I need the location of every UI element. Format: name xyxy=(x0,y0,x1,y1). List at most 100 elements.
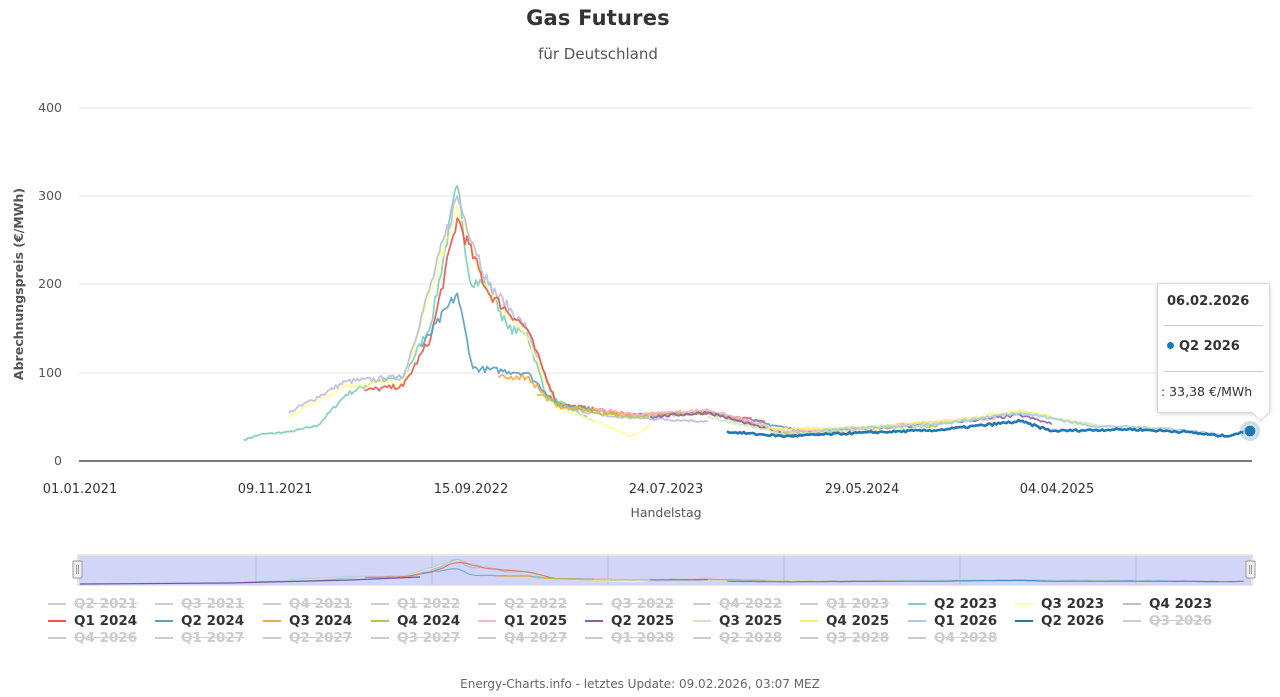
series-line-q2-2023[interactable] xyxy=(243,184,595,442)
legend-item-q1-2025[interactable]: Q1 2025 xyxy=(478,612,567,630)
legend-item-q1-2026[interactable]: Q1 2026 xyxy=(908,612,997,630)
y-tick-label: 300 xyxy=(38,188,62,203)
series-layer[interactable] xyxy=(243,184,1248,442)
highlight-marker[interactable] xyxy=(1240,421,1260,441)
legend-label: Q1 2022 xyxy=(397,596,461,612)
series-line-q1-2026[interactable] xyxy=(822,411,1225,436)
legend-item-q1-2023[interactable]: Q1 2023 xyxy=(800,595,889,613)
legend-item-q1-2027[interactable]: Q1 2027 xyxy=(155,629,244,647)
series-line-q3-2024[interactable] xyxy=(498,373,880,437)
legend-item-q4-2022[interactable]: Q4 2022 xyxy=(693,595,782,613)
legend-line-icon xyxy=(1123,603,1141,605)
legend-item-q2-2023[interactable]: Q2 2023 xyxy=(908,595,997,613)
legend-item-q2-2025[interactable]: Q2 2025 xyxy=(585,612,674,630)
legend-label: Q4 2027 xyxy=(504,630,568,646)
legend-item-q3-2024[interactable]: Q3 2024 xyxy=(263,612,352,630)
tooltip-series: Q2 2026 xyxy=(1167,339,1240,354)
navigator-left-handle[interactable] xyxy=(72,560,83,579)
legend-line-icon xyxy=(800,637,818,639)
tooltip-value: : 33,38 €/MWh xyxy=(1161,384,1253,399)
legend-item-q3-2028[interactable]: Q3 2028 xyxy=(800,629,889,647)
legend-item-q3-2026[interactable]: Q3 2026 xyxy=(1123,612,1212,630)
series-line-q1-2024[interactable] xyxy=(364,217,766,423)
legend-item-q2-2027[interactable]: Q2 2027 xyxy=(263,629,352,647)
legend-item-q4-2025[interactable]: Q4 2025 xyxy=(800,612,889,630)
legend-label: Q1 2026 xyxy=(934,613,998,629)
legend-line-icon xyxy=(1123,620,1141,622)
series-dot-icon xyxy=(1167,342,1174,349)
legend-line-icon xyxy=(693,603,711,605)
x-tick-label: 09.11.2021 xyxy=(238,482,312,497)
x-axis-title: Handelstag xyxy=(630,505,701,520)
legend-label: Q4 2023 xyxy=(1149,596,1213,612)
legend-line-icon xyxy=(478,637,496,639)
legend-label: Q2 2024 xyxy=(181,613,245,629)
chart-subtitle: für Deutschland xyxy=(538,45,658,63)
legend-item-q4-2027[interactable]: Q4 2027 xyxy=(478,629,567,647)
legend-line-icon xyxy=(371,603,389,605)
legend-label: Q2 2026 xyxy=(1041,613,1105,629)
legend-line-icon xyxy=(585,637,603,639)
legend-line-icon xyxy=(263,637,281,639)
legend-label: Q3 2024 xyxy=(289,613,353,629)
legend-item-q3-2027[interactable]: Q3 2027 xyxy=(371,629,460,647)
legend-label: Q2 2022 xyxy=(504,596,568,612)
navigator-right-handle[interactable] xyxy=(1245,560,1256,579)
legend-label: Q4 2021 xyxy=(289,596,353,612)
legend-item-q2-2022[interactable]: Q2 2022 xyxy=(478,595,567,613)
legend-line-icon xyxy=(800,603,818,605)
legend-label: Q3 2023 xyxy=(1041,596,1105,612)
navigator[interactable] xyxy=(72,554,1256,586)
x-tick-label: 01.01.2021 xyxy=(43,482,117,497)
legend-line-icon xyxy=(585,603,603,605)
legend-line-icon xyxy=(48,637,66,639)
x-tick-label: 04.04.2025 xyxy=(1020,482,1094,497)
legend-label: Q4 2025 xyxy=(826,613,890,629)
legend-line-icon xyxy=(800,620,818,622)
legend-item-q2-2028[interactable]: Q2 2028 xyxy=(693,629,782,647)
legend-item-q4-2023[interactable]: Q4 2023 xyxy=(1123,595,1212,613)
legend-label: Q2 2027 xyxy=(289,630,353,646)
legend-label: Q2 2025 xyxy=(611,613,675,629)
legend-item-q1-2024[interactable]: Q1 2024 xyxy=(48,612,137,630)
legend-label: Q3 2025 xyxy=(719,613,783,629)
series-line-q2-2026[interactable] xyxy=(726,418,1248,438)
legend-label: Q4 2022 xyxy=(719,596,783,612)
legend-item-q4-2024[interactable]: Q4 2024 xyxy=(371,612,460,630)
legend-line-icon xyxy=(478,620,496,622)
legend-item-q3-2022[interactable]: Q3 2022 xyxy=(585,595,674,613)
legend-item-q4-2026[interactable]: Q4 2026 xyxy=(48,629,137,647)
legend-item-q3-2021[interactable]: Q3 2021 xyxy=(155,595,244,613)
legend-item-q4-2021[interactable]: Q4 2021 xyxy=(263,595,352,613)
legend-label: Q1 2024 xyxy=(74,613,138,629)
legend-line-icon xyxy=(908,603,926,605)
legend-line-icon xyxy=(1015,603,1033,605)
legend-line-icon xyxy=(693,637,711,639)
legend-item-q2-2021[interactable]: Q2 2021 xyxy=(48,595,137,613)
legend-line-icon xyxy=(908,620,926,622)
legend-line-icon xyxy=(155,620,173,622)
gridlines xyxy=(79,107,1252,374)
legend-item-q4-2028[interactable]: Q4 2028 xyxy=(908,629,997,647)
legend-item-q2-2026[interactable]: Q2 2026 xyxy=(1015,612,1104,630)
legend-line-icon xyxy=(371,637,389,639)
legend-line-icon xyxy=(585,620,603,622)
legend-item-q2-2024[interactable]: Q2 2024 xyxy=(155,612,244,630)
legend-label: Q4 2024 xyxy=(397,613,461,629)
legend-item-q3-2023[interactable]: Q3 2023 xyxy=(1015,595,1104,613)
y-tick-label: 400 xyxy=(38,100,62,115)
legend-label: Q4 2026 xyxy=(74,630,138,646)
legend-line-icon xyxy=(478,603,496,605)
legend-line-icon xyxy=(908,637,926,639)
x-tick-label: 29.05.2024 xyxy=(825,482,899,497)
legend-label: Q1 2023 xyxy=(826,596,890,612)
y-axis-title: Abrechnungspreis (€/MWh) xyxy=(11,188,26,380)
tooltip-date: 06.02.2026 xyxy=(1167,294,1250,309)
legend-item-q1-2022[interactable]: Q1 2022 xyxy=(371,595,460,613)
legend-label: Q1 2027 xyxy=(181,630,245,646)
y-tick-label: 100 xyxy=(38,365,62,380)
legend-item-q1-2028[interactable]: Q1 2028 xyxy=(585,629,674,647)
legend-item-q3-2025[interactable]: Q3 2025 xyxy=(693,612,782,630)
y-tick-label: 0 xyxy=(54,453,62,468)
legend-line-icon xyxy=(1015,620,1033,622)
